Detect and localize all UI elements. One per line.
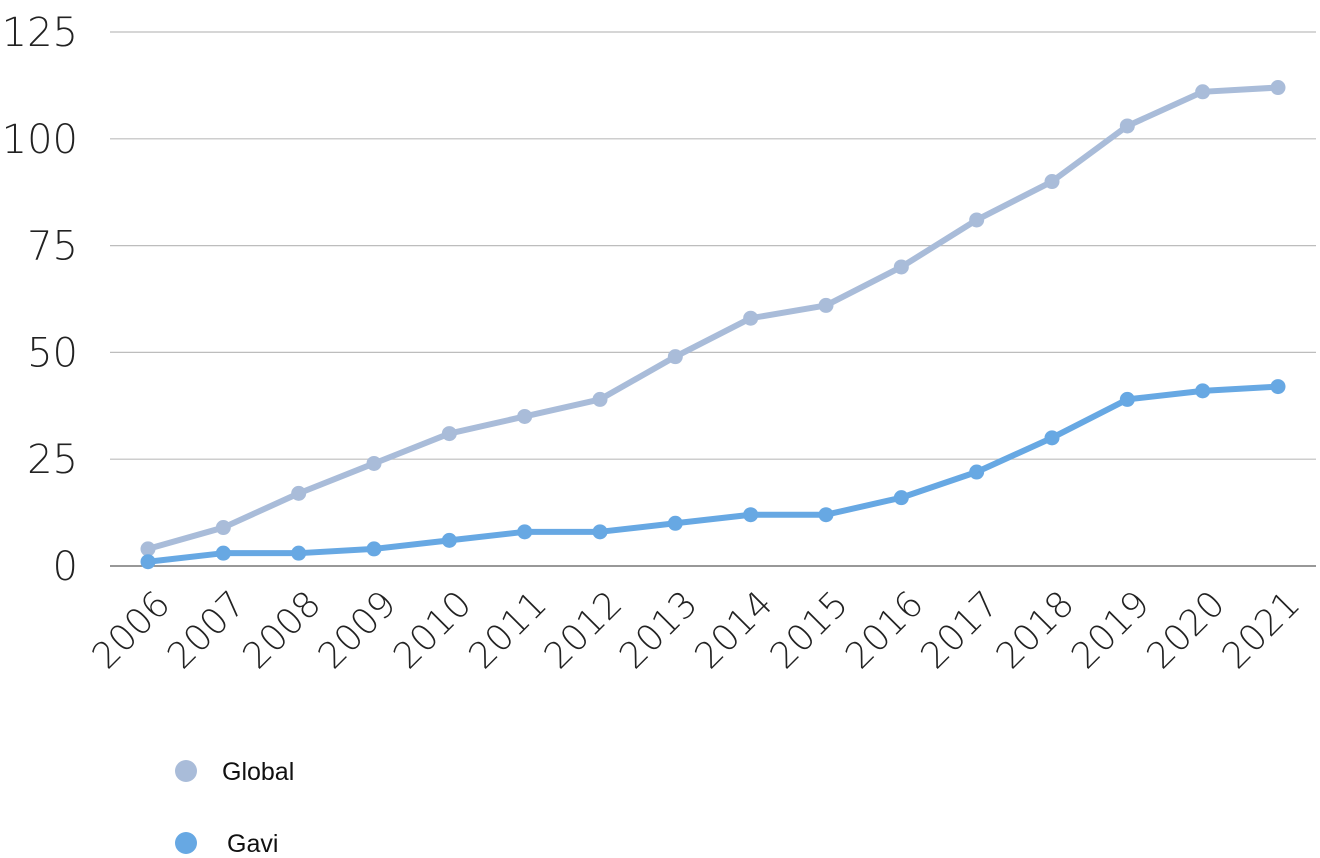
x-tick-label: 2018 <box>989 583 1083 677</box>
data-point <box>743 310 759 326</box>
x-tick-label: 2017 <box>913 583 1007 677</box>
data-point <box>215 520 231 536</box>
legend: Global Gavi <box>175 758 294 858</box>
legend-marker <box>175 760 197 782</box>
x-tick-label: 2010 <box>386 583 480 677</box>
x-tick-label: 2012 <box>537 583 631 677</box>
x-tick-label: 2014 <box>687 583 781 677</box>
series-global <box>140 80 1286 557</box>
y-tick-label: 50 <box>27 330 78 376</box>
legend-item-global: Global <box>175 758 294 786</box>
data-point <box>592 391 608 407</box>
y-axis-ticks: 0 25 50 75 100 125 <box>2 10 78 590</box>
x-tick-label: 2007 <box>160 583 254 677</box>
data-point <box>441 532 457 548</box>
x-tick-label: 2016 <box>838 583 932 677</box>
legend-label: Gavi <box>227 830 278 858</box>
series-line <box>145 383 1281 565</box>
legend-item-gavi: Gavi <box>175 830 278 858</box>
data-point <box>1119 391 1135 407</box>
data-point <box>818 297 834 313</box>
data-point <box>592 524 608 540</box>
legend-marker <box>175 832 197 854</box>
data-point <box>517 524 533 540</box>
data-point <box>743 507 759 523</box>
x-tick-label: 2019 <box>1064 583 1158 677</box>
data-point <box>893 259 909 275</box>
gridlines <box>110 31 1316 567</box>
data-point <box>1044 430 1060 446</box>
y-tick-label: 125 <box>2 10 78 56</box>
x-tick-label: 2015 <box>763 583 857 677</box>
data-point <box>366 541 382 557</box>
data-point <box>667 349 683 365</box>
data-point <box>893 490 909 506</box>
data-point <box>1119 118 1135 134</box>
data-point <box>969 464 985 480</box>
x-tick-label: 2009 <box>311 583 405 677</box>
series-lines <box>140 80 1286 570</box>
legend-label: Global <box>222 758 294 786</box>
y-tick-label: 100 <box>2 117 78 163</box>
x-tick-label: 2020 <box>1139 583 1233 677</box>
data-point <box>1270 379 1286 395</box>
data-point <box>818 507 834 523</box>
data-point <box>291 485 307 501</box>
x-tick-label: 2011 <box>461 583 555 677</box>
y-tick-label: 25 <box>27 437 78 483</box>
data-point <box>1270 80 1286 96</box>
x-tick-label: 2013 <box>612 583 706 677</box>
data-point <box>517 408 533 424</box>
x-tick-label: 2021 <box>1215 583 1309 677</box>
data-point <box>1044 174 1060 190</box>
data-point <box>441 426 457 442</box>
y-tick-label: 75 <box>27 224 78 270</box>
data-point <box>667 515 683 531</box>
x-tick-label: 2006 <box>85 583 179 677</box>
data-point <box>140 554 156 570</box>
data-point <box>140 541 156 557</box>
x-axis-ticks: 2006200720082009201020112012201320142015… <box>85 583 1309 677</box>
data-point <box>1195 84 1211 100</box>
series-line <box>145 84 1281 552</box>
y-tick-label: 0 <box>53 544 78 590</box>
data-point <box>969 212 985 228</box>
x-tick-label: 2008 <box>235 583 329 677</box>
data-point <box>366 455 382 471</box>
data-point <box>215 545 231 561</box>
series-gavi <box>140 379 1286 570</box>
data-point <box>291 545 307 561</box>
data-point <box>1195 383 1211 399</box>
